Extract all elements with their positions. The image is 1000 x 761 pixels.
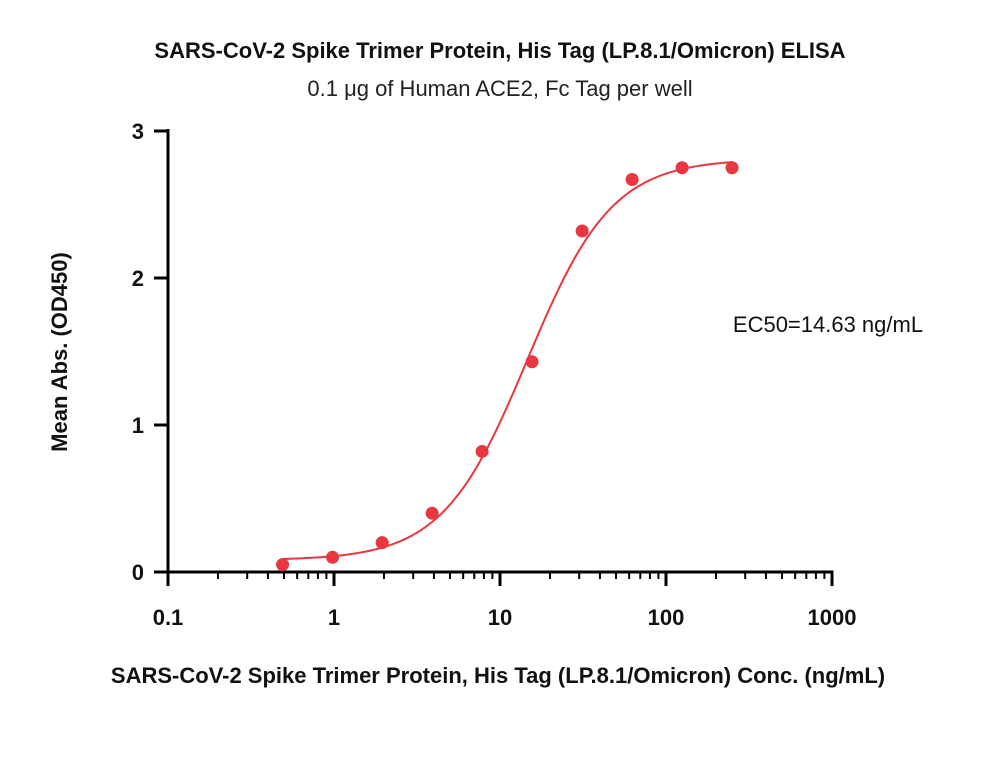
x-tick-label: 1 [328,605,340,630]
data-point [675,161,689,175]
chart-title: SARS-CoV-2 Spike Trimer Protein, His Tag… [154,38,845,63]
y-tick-label: 3 [132,119,144,144]
data-point [326,550,340,564]
data-point [575,224,589,238]
y-tick-label: 1 [132,413,144,438]
y-tick-label: 0 [132,560,144,585]
y-axis-label: Mean Abs. (OD450) [47,252,72,452]
axes: 0 1 2 3 0.1 1 10 100 1000 [132,119,857,630]
fit-curve [282,161,733,560]
data-point [375,536,389,550]
data-point [725,161,739,175]
chart-subtitle: 0.1 μg of Human ACE2, Fc Tag per well [307,76,692,101]
x-tick-label: 0.1 [153,605,184,630]
fit-curve-layer [282,161,733,560]
data-point [276,558,290,572]
data-point [425,506,439,520]
y-tick-label: 2 [132,266,144,291]
x-tick-label: 10 [488,605,512,630]
x-tick-label: 100 [648,605,685,630]
data-point [525,355,539,369]
data-points-layer [276,161,739,572]
x-axis-label: SARS-CoV-2 Spike Trimer Protein, His Tag… [111,663,885,688]
x-tick-label: 1000 [808,605,857,630]
data-point [625,173,639,187]
ec50-annotation: EC50=14.63 ng/mL [733,312,923,337]
data-point [475,444,489,458]
